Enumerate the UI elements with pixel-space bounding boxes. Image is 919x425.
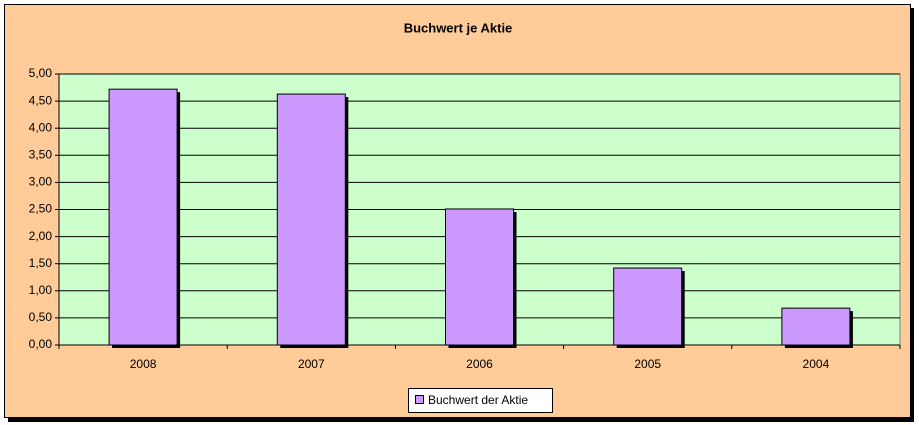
y-tick-label: 0,50	[29, 310, 53, 324]
y-tick-label: 0,00	[29, 337, 53, 351]
bar	[276, 93, 346, 346]
x-tick-label: 2008	[130, 357, 157, 371]
legend-box	[408, 388, 553, 413]
bar	[781, 307, 851, 346]
y-tick-label: 2,50	[29, 202, 53, 216]
y-tick-label: 1,00	[29, 283, 53, 297]
x-tick-label: 2006	[466, 357, 493, 371]
y-tick-label: 4,00	[29, 120, 53, 134]
y-tick-label: 2,00	[29, 229, 53, 243]
y-tick-label: 3,50	[29, 147, 53, 161]
chart-title: Buchwert je Aktie	[404, 20, 513, 35]
bar	[445, 208, 514, 346]
legend-label: Buchwert der Aktie	[428, 393, 528, 407]
y-tick-label: 3,00	[29, 175, 53, 189]
y-tick-label: 1,50	[29, 256, 53, 270]
bar	[108, 88, 178, 346]
y-tick-label: 5,00	[29, 66, 53, 80]
legend-swatch	[415, 395, 424, 404]
x-tick-label: 2007	[298, 357, 325, 371]
x-tick-label: 2004	[803, 357, 830, 371]
x-tick-label: 2005	[634, 357, 661, 371]
y-tick-label: 4,50	[29, 93, 53, 107]
bar	[613, 267, 683, 346]
